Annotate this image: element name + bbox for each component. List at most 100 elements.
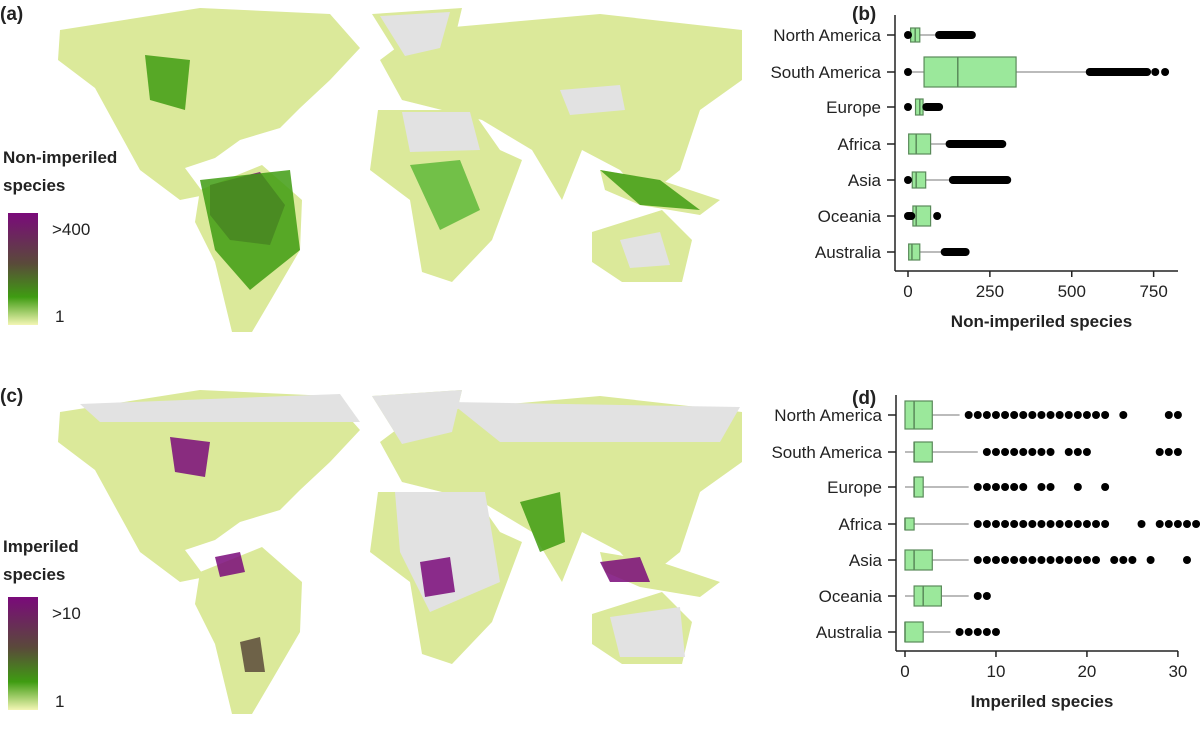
- y-tick-label: Europe: [826, 98, 881, 117]
- box: [913, 441, 933, 463]
- outlier-point: [1155, 448, 1164, 456]
- outlier-point: [1082, 520, 1091, 528]
- outlier-point: [1001, 520, 1010, 528]
- outlier-point: [1028, 520, 1037, 528]
- outlier-point: [1092, 520, 1101, 528]
- outlier-point: [991, 411, 1000, 419]
- panel-label-b: (b): [852, 4, 876, 25]
- box: [904, 621, 924, 643]
- outlier-point: [1010, 448, 1019, 456]
- outlier-point: [1073, 483, 1082, 491]
- outlier-point: [1137, 520, 1146, 528]
- panel-label-c: (c): [0, 386, 23, 407]
- outlier-point: [1173, 411, 1182, 419]
- box: [913, 476, 924, 498]
- outlier-point: [1155, 520, 1164, 528]
- outlier-point: [904, 176, 912, 184]
- box: [904, 400, 933, 430]
- outlier-point: [1037, 483, 1046, 491]
- outlier-point: [991, 628, 1000, 636]
- box: [911, 171, 927, 189]
- outlier-point: [1046, 483, 1055, 491]
- outlier-point: [1146, 556, 1155, 564]
- outlier-point: [973, 628, 982, 636]
- outlier-point: [1037, 556, 1046, 564]
- outlier-point: [1164, 411, 1173, 419]
- richness-hotspot: [200, 170, 300, 290]
- map-imperiled: [58, 390, 742, 714]
- outlier-point: [1028, 411, 1037, 419]
- x-tick-label: 0: [900, 662, 909, 681]
- outlier-point: [1164, 520, 1173, 528]
- box: [908, 243, 921, 261]
- richness-hotspot: [240, 637, 265, 672]
- no-data-region: [560, 85, 625, 115]
- outlier-point: [1101, 411, 1110, 419]
- outlier-point: [973, 520, 982, 528]
- outlier-point: [1161, 68, 1170, 76]
- outlier-point: [904, 68, 912, 76]
- richness-hotspot: [520, 492, 565, 552]
- y-tick-label: South America: [770, 63, 881, 82]
- richness-hotspot: [215, 552, 245, 577]
- outlier-point: [1046, 520, 1055, 528]
- outlier-point: [1082, 448, 1091, 456]
- outlier-point: [1092, 411, 1101, 419]
- outlier-point: [1183, 556, 1191, 564]
- outlier-point: [1010, 556, 1019, 564]
- outlier-point: [1037, 448, 1046, 456]
- legend-max: >10: [52, 604, 81, 623]
- panel-label-a: (a): [0, 4, 23, 25]
- x-tick-label: 500: [1058, 282, 1086, 301]
- legend-min: 1: [55, 307, 64, 326]
- outlier-point: [1001, 448, 1010, 456]
- outlier-point: [933, 212, 942, 220]
- outlier-point: [982, 628, 991, 636]
- box: [904, 549, 933, 571]
- richness-hotspot: [145, 55, 190, 110]
- x-tick-label: 250: [976, 282, 1004, 301]
- outlier-point: [1110, 556, 1119, 564]
- outlier-point: [973, 483, 982, 491]
- outlier-point: [1119, 411, 1128, 419]
- outlier-point: [1055, 556, 1064, 564]
- no-data-region: [450, 402, 740, 442]
- outlier-point: [1055, 411, 1064, 419]
- outlier-point: [904, 31, 912, 39]
- x-tick-label: 30: [1168, 662, 1187, 681]
- land-eurasia: [380, 396, 742, 582]
- outlier-point: [1046, 448, 1055, 456]
- box: [923, 56, 1017, 88]
- outlier-point: [1064, 520, 1073, 528]
- x-tick-label: 750: [1139, 282, 1167, 301]
- outlier-point: [1192, 520, 1200, 528]
- y-tick-label: Africa: [838, 135, 882, 154]
- map-non-imperiled: [58, 8, 742, 332]
- outlier-point: [982, 520, 991, 528]
- outlier-point: [973, 592, 982, 600]
- x-tick-label: 20: [1077, 662, 1096, 681]
- outlier-point: [907, 212, 916, 220]
- outlier-point: [982, 592, 991, 600]
- no-data-region: [610, 607, 685, 657]
- y-tick-label: North America: [773, 26, 881, 45]
- outlier-point: [1092, 556, 1101, 564]
- outlier-point: [1164, 448, 1173, 456]
- outlier-point: [1064, 556, 1073, 564]
- outlier-point: [1001, 411, 1010, 419]
- y-tick-label: Asia: [849, 551, 883, 570]
- outlier-point: [1001, 556, 1010, 564]
- outlier-point: [1082, 556, 1091, 564]
- x-tick-label: 10: [987, 662, 1006, 681]
- box: [913, 585, 942, 607]
- y-tick-label: Europe: [827, 478, 882, 497]
- land-north-america: [58, 390, 360, 582]
- outlier-point: [904, 103, 912, 111]
- outlier-point: [991, 556, 1000, 564]
- outlier-point: [991, 448, 1000, 456]
- richness-hotspot: [420, 557, 455, 597]
- outlier-point: [1064, 448, 1073, 456]
- outlier-point: [991, 483, 1000, 491]
- y-tick-label: Africa: [839, 515, 883, 534]
- outlier-point: [1010, 520, 1019, 528]
